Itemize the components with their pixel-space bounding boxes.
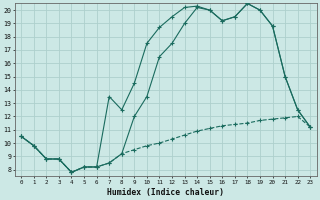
- X-axis label: Humidex (Indice chaleur): Humidex (Indice chaleur): [107, 188, 224, 197]
